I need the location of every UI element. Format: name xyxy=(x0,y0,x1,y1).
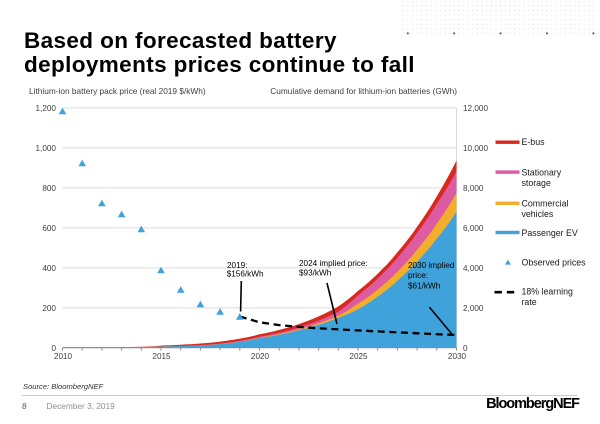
svg-text:200: 200 xyxy=(42,304,56,313)
svg-text:800: 800 xyxy=(42,184,56,193)
svg-text:10,000: 10,000 xyxy=(463,144,488,153)
svg-text:6,000: 6,000 xyxy=(463,224,484,233)
svg-text:$156/kWh: $156/kWh xyxy=(227,269,264,278)
svg-text:vehicles: vehicles xyxy=(522,209,554,219)
svg-text:0: 0 xyxy=(51,344,56,353)
svg-text:2015: 2015 xyxy=(152,352,171,361)
svg-text:4,000: 4,000 xyxy=(463,264,484,273)
svg-text:storage: storage xyxy=(522,178,551,188)
svg-text:rate: rate xyxy=(522,297,537,307)
svg-text:1,200: 1,200 xyxy=(36,104,57,113)
svg-text:$61/kWh: $61/kWh xyxy=(408,281,441,290)
svg-text:1,000: 1,000 xyxy=(36,144,57,153)
svg-text:12,000: 12,000 xyxy=(463,104,488,113)
svg-text:$93/kWh: $93/kWh xyxy=(299,268,332,277)
svg-text:2010: 2010 xyxy=(54,352,73,361)
svg-text:price:: price: xyxy=(408,271,428,280)
svg-text:E-bus: E-bus xyxy=(522,137,546,147)
svg-text:2030 implied: 2030 implied xyxy=(408,261,455,270)
svg-text:2,000: 2,000 xyxy=(463,304,484,313)
svg-text:8,000: 8,000 xyxy=(463,184,484,193)
svg-text:Observed prices: Observed prices xyxy=(522,258,587,268)
svg-text:400: 400 xyxy=(42,264,56,273)
svg-text:0: 0 xyxy=(463,344,468,353)
svg-text:2019:: 2019: xyxy=(227,261,248,270)
svg-text:Commercial: Commercial xyxy=(522,199,569,209)
svg-text:600: 600 xyxy=(42,224,56,233)
svg-text:18% learning: 18% learning xyxy=(522,287,573,297)
svg-text:2030: 2030 xyxy=(448,352,467,361)
svg-text:2025: 2025 xyxy=(349,352,368,361)
svg-text:Stationary: Stationary xyxy=(522,168,562,178)
svg-text:2024 implied price:: 2024 implied price: xyxy=(299,259,368,268)
svg-text:2020: 2020 xyxy=(251,352,270,361)
svg-text:Passenger EV: Passenger EV xyxy=(522,228,578,238)
